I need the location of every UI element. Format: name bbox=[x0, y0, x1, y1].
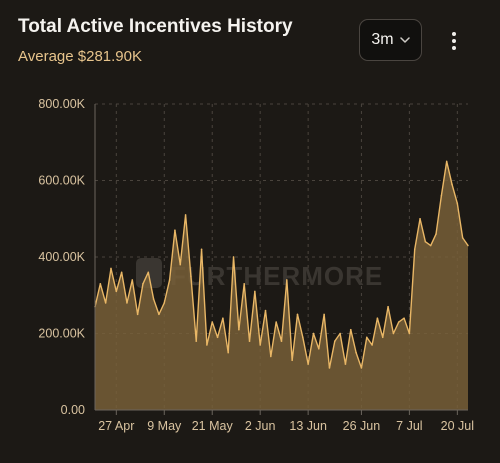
data-point bbox=[254, 290, 256, 293]
x-tick-label: 7 Jul bbox=[396, 419, 422, 433]
data-point bbox=[168, 279, 171, 281]
data-point bbox=[318, 348, 320, 350]
x-tick-label: 20 Jul bbox=[441, 419, 474, 433]
x-tick-label: 21 May bbox=[192, 419, 234, 433]
data-point bbox=[179, 263, 182, 266]
data-point bbox=[243, 282, 245, 285]
data-point bbox=[302, 336, 304, 339]
data-point bbox=[291, 359, 293, 362]
data-point bbox=[429, 244, 432, 247]
data-point bbox=[397, 321, 400, 323]
data-point bbox=[200, 248, 203, 251]
data-point bbox=[275, 321, 277, 323]
data-point bbox=[264, 309, 267, 312]
data-point bbox=[120, 271, 123, 274]
data-point bbox=[333, 340, 336, 342]
watermark-text: FURTHERMORE bbox=[170, 261, 383, 291]
data-point bbox=[435, 233, 437, 235]
y-tick-label: 200.00K bbox=[38, 327, 85, 341]
data-point bbox=[184, 214, 187, 216]
data-point bbox=[227, 351, 230, 354]
series-layer bbox=[94, 160, 469, 410]
data-point bbox=[376, 317, 379, 320]
data-point bbox=[344, 363, 347, 365]
data-point bbox=[259, 344, 261, 346]
data-point bbox=[211, 321, 214, 323]
data-point bbox=[419, 217, 421, 220]
y-tick-label: 800.00K bbox=[38, 97, 85, 111]
x-tick-label: 2 Jun bbox=[245, 419, 276, 433]
data-point bbox=[424, 240, 427, 243]
data-point bbox=[131, 279, 134, 281]
data-point bbox=[147, 271, 150, 274]
series-area-fill bbox=[95, 161, 468, 410]
data-point bbox=[280, 340, 283, 342]
data-point bbox=[206, 344, 208, 346]
x-tick-label: 27 Apr bbox=[98, 419, 134, 433]
time-range-value: 3m bbox=[371, 31, 394, 48]
data-point bbox=[461, 237, 464, 239]
data-point bbox=[115, 290, 118, 293]
data-point bbox=[355, 351, 357, 354]
data-point bbox=[222, 317, 224, 320]
data-point bbox=[371, 344, 373, 346]
data-point bbox=[323, 313, 325, 316]
data-point bbox=[451, 183, 453, 186]
data-point bbox=[339, 332, 341, 335]
x-tick-label: 26 Jun bbox=[343, 419, 381, 433]
data-point bbox=[360, 367, 363, 369]
data-point bbox=[174, 229, 176, 232]
data-point bbox=[126, 302, 128, 304]
data-point bbox=[142, 282, 144, 285]
data-point bbox=[238, 328, 240, 331]
x-tick-label: 13 Jun bbox=[289, 419, 327, 433]
time-range-dropdown[interactable]: 3m bbox=[359, 19, 422, 61]
data-point bbox=[312, 332, 315, 335]
data-point bbox=[104, 302, 107, 304]
chart-average-subtitle: Average $281.90K bbox=[18, 48, 142, 65]
data-point bbox=[328, 367, 331, 369]
chevron-down-icon bbox=[399, 37, 410, 43]
chart-title: Total Active Incentives History bbox=[18, 16, 293, 37]
axes: 0.00 200.00K 400.00K 600.00K 800.00K 27 Apr 9 … bbox=[38, 97, 474, 433]
data-point bbox=[365, 336, 368, 339]
data-point bbox=[392, 332, 395, 335]
data-point bbox=[387, 305, 389, 308]
x-tick-label: 9 May bbox=[147, 419, 182, 433]
data-point bbox=[190, 275, 192, 277]
data-point bbox=[99, 282, 102, 285]
data-point bbox=[413, 248, 416, 251]
data-point bbox=[232, 256, 235, 258]
data-point bbox=[408, 332, 411, 335]
y-tick-label: 400.00K bbox=[38, 250, 85, 264]
data-point bbox=[216, 336, 219, 339]
data-point bbox=[296, 313, 299, 316]
y-tick-label: 0.00 bbox=[61, 403, 85, 417]
data-point bbox=[381, 336, 384, 339]
data-point bbox=[270, 355, 272, 358]
data-point bbox=[456, 202, 459, 205]
data-point bbox=[467, 244, 469, 247]
data-point bbox=[158, 313, 160, 316]
vertical-ellipsis-icon[interactable] bbox=[440, 28, 468, 54]
data-point bbox=[286, 279, 288, 281]
data-point bbox=[307, 363, 309, 365]
data-point bbox=[403, 317, 405, 320]
data-point bbox=[349, 328, 352, 331]
data-point bbox=[163, 302, 166, 304]
data-point bbox=[136, 313, 139, 316]
data-point bbox=[152, 298, 155, 300]
data-point bbox=[195, 340, 198, 342]
y-tick-label: 600.00K bbox=[38, 174, 85, 188]
data-point bbox=[440, 195, 443, 197]
data-point bbox=[445, 160, 448, 163]
data-point bbox=[110, 267, 112, 270]
data-point bbox=[248, 340, 251, 342]
